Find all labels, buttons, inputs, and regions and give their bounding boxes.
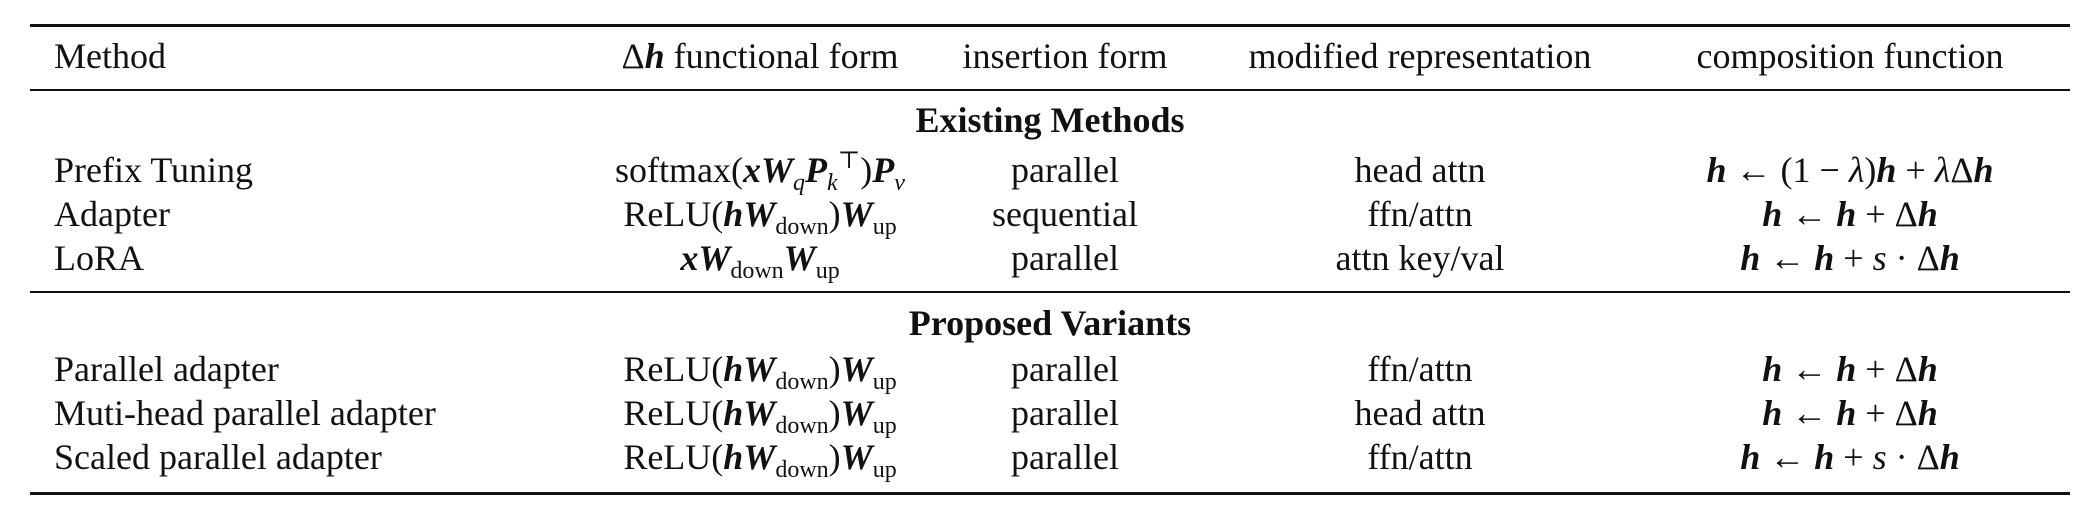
header-insertion-form: insertion form: [962, 36, 1168, 76]
row-method: Muti-head parallel adapter: [54, 393, 436, 433]
row-insertion: parallel: [1011, 349, 1119, 389]
row-functional-form: xWdownWup: [680, 238, 840, 284]
row-composition: h ← (1 − λ)h + λΔh: [1706, 150, 1994, 190]
row-modified: attn key/val: [1335, 238, 1505, 278]
section-title-existing-methods: Existing Methods: [915, 100, 1185, 140]
row-modified: head attn: [1354, 393, 1486, 433]
table-top-rule: [30, 24, 2070, 27]
table-row: Muti-head parallel adapter ReLU(hWdown)W…: [0, 391, 2100, 439]
row-modified: ffn/attn: [1367, 437, 1473, 477]
table-row: Parallel adapter ReLU(hWdown)Wup paralle…: [0, 347, 2100, 395]
row-functional-form: ReLU(hWdown)Wup: [623, 437, 897, 483]
section-rule: [30, 291, 2070, 293]
row-functional-form: softmax(xWqPk⊤)Pv: [615, 148, 905, 196]
table-row: Scaled parallel adapter ReLU(hWdown)Wup …: [0, 435, 2100, 483]
header-rule: [30, 89, 2070, 91]
header-functional-form-label: functional form: [673, 36, 899, 76]
row-method: LoRA: [54, 238, 144, 278]
table-row: Prefix Tuning softmax(xWqPk⊤)Pv parallel…: [0, 148, 2100, 196]
row-method: Parallel adapter: [54, 349, 279, 389]
table-header-row: Method Δh functional form insertion form…: [0, 34, 2100, 78]
row-composition: h ← h + s · Δh: [1740, 238, 1960, 278]
delta-h-symbol: Δh: [621, 36, 665, 76]
section-title-proposed-variants: Proposed Variants: [908, 303, 1192, 343]
row-modified: ffn/attn: [1367, 194, 1473, 234]
row-composition: h ← h + Δh: [1762, 194, 1938, 234]
row-method: Prefix Tuning: [54, 150, 254, 190]
row-functional-form: ReLU(hWdown)Wup: [623, 393, 897, 439]
header-modified-representation: modified representation: [1248, 36, 1592, 76]
row-composition: h ← h + Δh: [1762, 393, 1938, 433]
row-functional-form: ReLU(hWdown)Wup: [623, 349, 897, 395]
table-row: LoRA xWdownWup parallel attn key/val h ←…: [0, 236, 2100, 284]
table-row: Adapter ReLU(hWdown)Wup sequential ffn/a…: [0, 192, 2100, 240]
row-insertion: parallel: [1011, 238, 1119, 278]
row-insertion: parallel: [1011, 437, 1119, 477]
header-functional-form: Δh functional form: [520, 34, 1000, 78]
header-composition-function: composition function: [1696, 36, 2004, 76]
row-composition: h ← h + s · Δh: [1740, 437, 1960, 477]
row-method: Adapter: [54, 194, 170, 234]
header-method: Method: [54, 36, 166, 76]
row-modified: head attn: [1354, 150, 1486, 190]
row-insertion: parallel: [1011, 150, 1119, 190]
row-modified: ffn/attn: [1367, 349, 1473, 389]
row-functional-form: ReLU(hWdown)Wup: [623, 194, 897, 240]
row-composition: h ← h + Δh: [1762, 349, 1938, 389]
table-bottom-rule: [30, 492, 2070, 495]
row-insertion: parallel: [1011, 393, 1119, 433]
row-method: Scaled parallel adapter: [54, 437, 382, 477]
row-insertion: sequential: [992, 194, 1138, 234]
